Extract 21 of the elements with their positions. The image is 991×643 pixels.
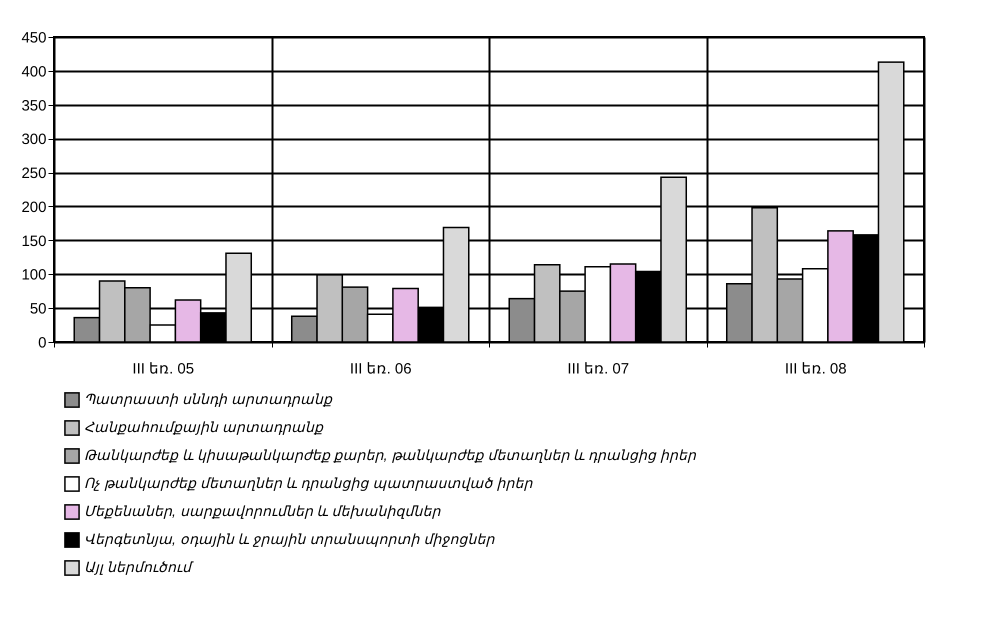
y-tick-label: 150 bbox=[21, 232, 46, 250]
x-tick-label: III եռ. 08 bbox=[784, 360, 847, 378]
legend-label: Այլ ներմուծում bbox=[84, 559, 194, 575]
x-tick-label: III եռ. 05 bbox=[132, 360, 194, 378]
legend-label: Հանքահումքային արտադրանք bbox=[84, 419, 324, 435]
legend-label: Վերգետնյա, օդային և ջրային տրանսպորտի միջոցներ bbox=[84, 531, 496, 547]
legend-label: Պատրաստի սննդի արտադրանք bbox=[84, 391, 333, 407]
y-tick-label: 0 bbox=[38, 334, 46, 352]
legend-label: Ոչ թանկարժեք մետաղներ և դրանցից պատրաստված իրեր bbox=[84, 475, 534, 491]
y-tick-label: 300 bbox=[21, 131, 46, 148]
y-tick-label: 450 bbox=[21, 30, 46, 46]
y-tick-label: 200 bbox=[21, 198, 46, 216]
legend-label: Թանկարժեք և կիսաթանկարժեք քարեր, թանկարժեք մետաղներ և դրանցից իրեր bbox=[84, 447, 698, 463]
y-tick-label: 350 bbox=[21, 97, 46, 114]
x-tick-label: III եռ. 06 bbox=[350, 360, 412, 378]
y-tick-label: 400 bbox=[21, 63, 46, 80]
y-tick-label: 250 bbox=[21, 165, 46, 182]
y-tick-label: 100 bbox=[21, 266, 46, 284]
x-tick-label: III եռ. 07 bbox=[567, 360, 630, 378]
y-tick-label: 50 bbox=[30, 300, 46, 318]
legend-label: Մեքենաներ, սարքավորումներ և մեխանիզմներ bbox=[84, 503, 442, 519]
